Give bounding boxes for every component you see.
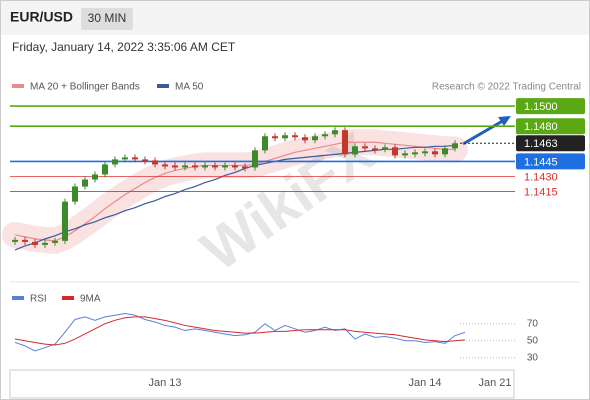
x-tick-label: Jan 21 [478, 377, 511, 389]
legend-label: 9MA [80, 294, 101, 305]
candle [332, 130, 338, 135]
legend-swatch [12, 84, 24, 88]
candle [392, 147, 398, 156]
candle [402, 153, 408, 156]
candle [362, 146, 368, 149]
legend-swatch [12, 296, 24, 300]
rsi-line [14, 313, 466, 352]
level-box [516, 118, 585, 135]
x-tick-label: Jan 14 [408, 377, 441, 389]
symbol: EUR/USD [10, 9, 73, 25]
candle [242, 166, 248, 169]
candle [32, 241, 38, 245]
candle [382, 147, 388, 150]
candle [282, 135, 288, 139]
y-tick-label: 70 [527, 318, 539, 329]
legend-label: RSI [30, 294, 47, 305]
level-label: 1.1430 [524, 171, 558, 183]
forecast-arrow [462, 117, 507, 146]
candle [232, 165, 238, 168]
date: Friday, January 14, 2022 3:35:06 AM CET [12, 40, 236, 54]
candle [252, 150, 258, 168]
candle [42, 242, 48, 245]
level-label: 1.1463 [524, 138, 558, 150]
y-tick-label: 30 [527, 352, 539, 363]
legend-label: MA 50 [175, 82, 204, 93]
source: Research © 2022 Trading Central [432, 82, 581, 93]
candle [372, 148, 378, 151]
candle [122, 157, 128, 160]
arrow-head [498, 116, 511, 126]
candle [312, 136, 318, 141]
candle [192, 165, 198, 168]
candle [292, 135, 298, 138]
candle [132, 157, 138, 160]
candle [52, 240, 58, 243]
candle [152, 160, 158, 165]
candle [422, 151, 428, 154]
candle [262, 136, 268, 151]
interval-button[interactable] [81, 8, 133, 30]
level-box [516, 135, 585, 152]
candle [272, 136, 278, 139]
candle [162, 164, 168, 167]
ma-line [14, 144, 456, 251]
candle [62, 201, 68, 241]
y-tick-label: 50 [527, 335, 539, 346]
candle [302, 137, 308, 141]
candle [22, 239, 28, 242]
candle [432, 151, 438, 155]
candle [182, 165, 188, 168]
candle [322, 134, 328, 137]
candle [142, 159, 148, 162]
legend-swatch [62, 296, 74, 300]
level-label: 1.1500 [524, 101, 558, 113]
interval: 30 MIN [88, 11, 127, 25]
candle [342, 130, 348, 155]
candle [442, 148, 448, 155]
candle [202, 165, 208, 168]
rsi-line [14, 316, 466, 346]
candle [212, 165, 218, 168]
candle [72, 186, 78, 202]
candle [112, 159, 118, 165]
level-label: 1.1415 [524, 186, 558, 198]
level-box [516, 98, 585, 115]
level-label: 1.1480 [524, 121, 558, 133]
candle [102, 164, 108, 175]
candle [452, 143, 458, 149]
legend-swatch [157, 84, 169, 88]
candle [92, 174, 98, 180]
candle [352, 146, 358, 155]
level-label: 1.1445 [524, 156, 558, 168]
level-box [516, 153, 585, 170]
candle [82, 179, 88, 187]
candle [172, 165, 178, 168]
candle [12, 239, 18, 242]
legend-label: MA 20 + Bollinger Bands [30, 82, 140, 93]
x-axis-frame [9, 369, 515, 399]
candle [222, 165, 228, 168]
x-tick-label: Jan 13 [148, 377, 181, 389]
candle [412, 152, 418, 155]
